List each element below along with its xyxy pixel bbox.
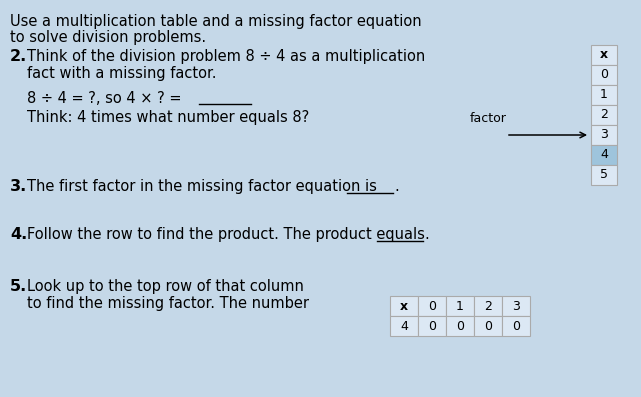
Text: 0: 0 (428, 320, 436, 333)
Text: 0: 0 (600, 69, 608, 81)
Bar (390, 296, 418, 316)
Text: to solve division problems.: to solve division problems. (10, 30, 206, 45)
Bar (591, 85, 617, 105)
Text: Follow the row to find the product. The product equals: Follow the row to find the product. The … (27, 227, 429, 242)
Bar (474, 296, 502, 316)
Text: 3: 3 (512, 299, 520, 312)
Bar (591, 105, 617, 125)
Bar (502, 296, 530, 316)
Bar (591, 65, 617, 85)
Text: 0: 0 (512, 320, 520, 333)
Text: 1: 1 (456, 299, 464, 312)
Bar (474, 316, 502, 336)
Bar (418, 316, 446, 336)
Text: 2.: 2. (10, 49, 28, 64)
Text: 5.: 5. (10, 279, 28, 294)
Bar (591, 145, 617, 165)
Bar (446, 316, 474, 336)
Text: 1: 1 (600, 89, 608, 102)
Text: 8 ÷ 4 = ?, so 4 × ? =: 8 ÷ 4 = ?, so 4 × ? = (27, 91, 186, 106)
Text: 4: 4 (400, 320, 408, 333)
Text: 0: 0 (428, 299, 436, 312)
Text: Look up to the top row of that column: Look up to the top row of that column (27, 279, 304, 294)
Text: 0: 0 (484, 320, 492, 333)
Bar (591, 125, 617, 145)
Bar (591, 45, 617, 65)
Text: 5: 5 (600, 168, 608, 181)
Text: 3: 3 (600, 129, 608, 141)
Bar (418, 296, 446, 316)
Text: 4.: 4. (10, 227, 28, 242)
Text: Use a multiplication table and a missing factor equation: Use a multiplication table and a missing… (10, 14, 422, 29)
Text: .: . (394, 179, 399, 194)
Text: fact with a missing factor.: fact with a missing factor. (27, 66, 217, 81)
Text: 2: 2 (600, 108, 608, 121)
Text: 4: 4 (600, 148, 608, 162)
Text: Think of the division problem 8 ÷ 4 as a multiplication: Think of the division problem 8 ÷ 4 as a… (27, 49, 425, 64)
Bar (390, 316, 418, 336)
Bar (446, 296, 474, 316)
Text: x: x (600, 48, 608, 62)
Text: factor: factor (470, 112, 507, 125)
Text: 3.: 3. (10, 179, 28, 194)
Bar (591, 165, 617, 185)
Text: Think: 4 times what number equals 8?: Think: 4 times what number equals 8? (27, 110, 309, 125)
Text: .: . (424, 227, 429, 242)
Text: 2: 2 (484, 299, 492, 312)
Text: to find the missing factor. The number: to find the missing factor. The number (27, 296, 309, 311)
Bar (502, 316, 530, 336)
Text: 0: 0 (456, 320, 464, 333)
Text: x: x (400, 299, 408, 312)
Text: The first factor in the missing factor equation is: The first factor in the missing factor e… (27, 179, 381, 194)
